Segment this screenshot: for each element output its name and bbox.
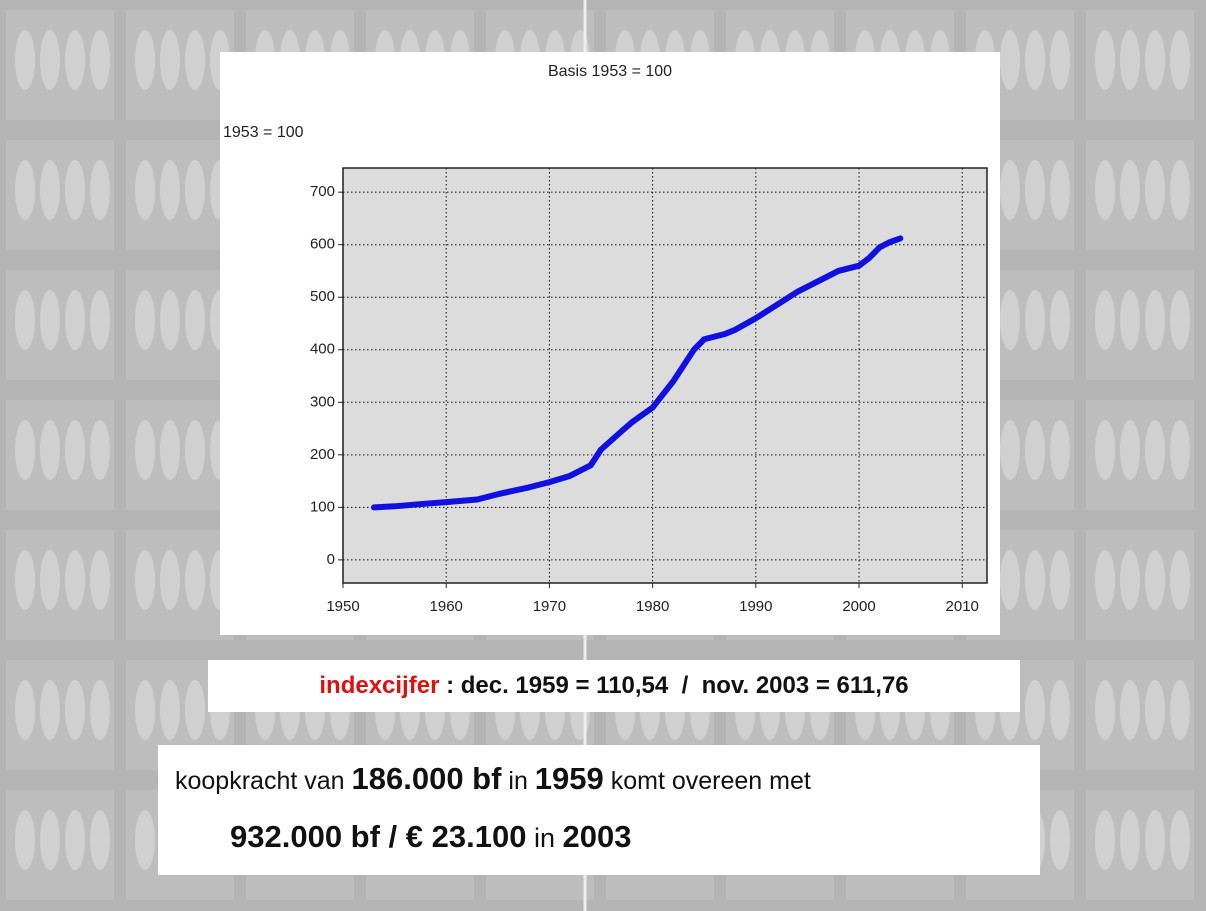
summary-box: koopkracht van 186.000 bf in 1959 komt o… (158, 745, 1040, 875)
summary-text: in (526, 823, 562, 853)
y-tick-label: 500 (310, 288, 335, 305)
caption-label: indexcijfer (319, 672, 439, 699)
y-tick-label: 200 (310, 446, 335, 463)
y-tick-label: 400 (310, 341, 335, 358)
summary-text: 1959 (535, 761, 604, 796)
caption-text: : dec. 1959 = 110,54 / nov. 2003 = 611,7… (439, 672, 908, 699)
chart-title: Basis 1953 = 100 (548, 63, 672, 80)
plot-area (343, 168, 987, 583)
y-tick-label: 0 (327, 551, 335, 568)
summary-line: koopkracht van 186.000 bf in 1959 komt o… (175, 759, 811, 801)
y-axis-label: 1953 = 100 (223, 124, 304, 141)
summary-text: 186.000 bf (352, 761, 502, 796)
x-tick-label: 2010 (946, 598, 979, 615)
summary-text: koopkracht van (175, 767, 352, 795)
summary-text: in (501, 767, 534, 795)
y-tick-label: 600 (310, 236, 335, 253)
summary-text: 932.000 bf / € 23.100 (230, 819, 526, 854)
y-tick-label: 700 (310, 183, 335, 200)
summary-text: komt overeen met (604, 767, 811, 795)
x-tick-label: 1960 (430, 598, 463, 615)
slide: Basis 1953 = 100 1953 = 100 0 100 200 300 40… (0, 0, 1206, 911)
x-tick-label: 2000 (842, 598, 875, 615)
x-tick-label: 1970 (533, 598, 566, 615)
summary-text: 2003 (562, 819, 631, 854)
y-tick-label: 300 (310, 393, 335, 410)
x-tick-label: 1950 (326, 598, 359, 615)
y-tick-label: 100 (310, 498, 335, 515)
summary-line: 932.000 bf / € 23.100 in 2003 (230, 815, 631, 860)
x-tick-label: 1990 (739, 598, 772, 615)
index-caption: indexcijfer : dec. 1959 = 110,54 / nov. … (208, 660, 1020, 712)
x-tick-label: 1980 (636, 598, 669, 615)
